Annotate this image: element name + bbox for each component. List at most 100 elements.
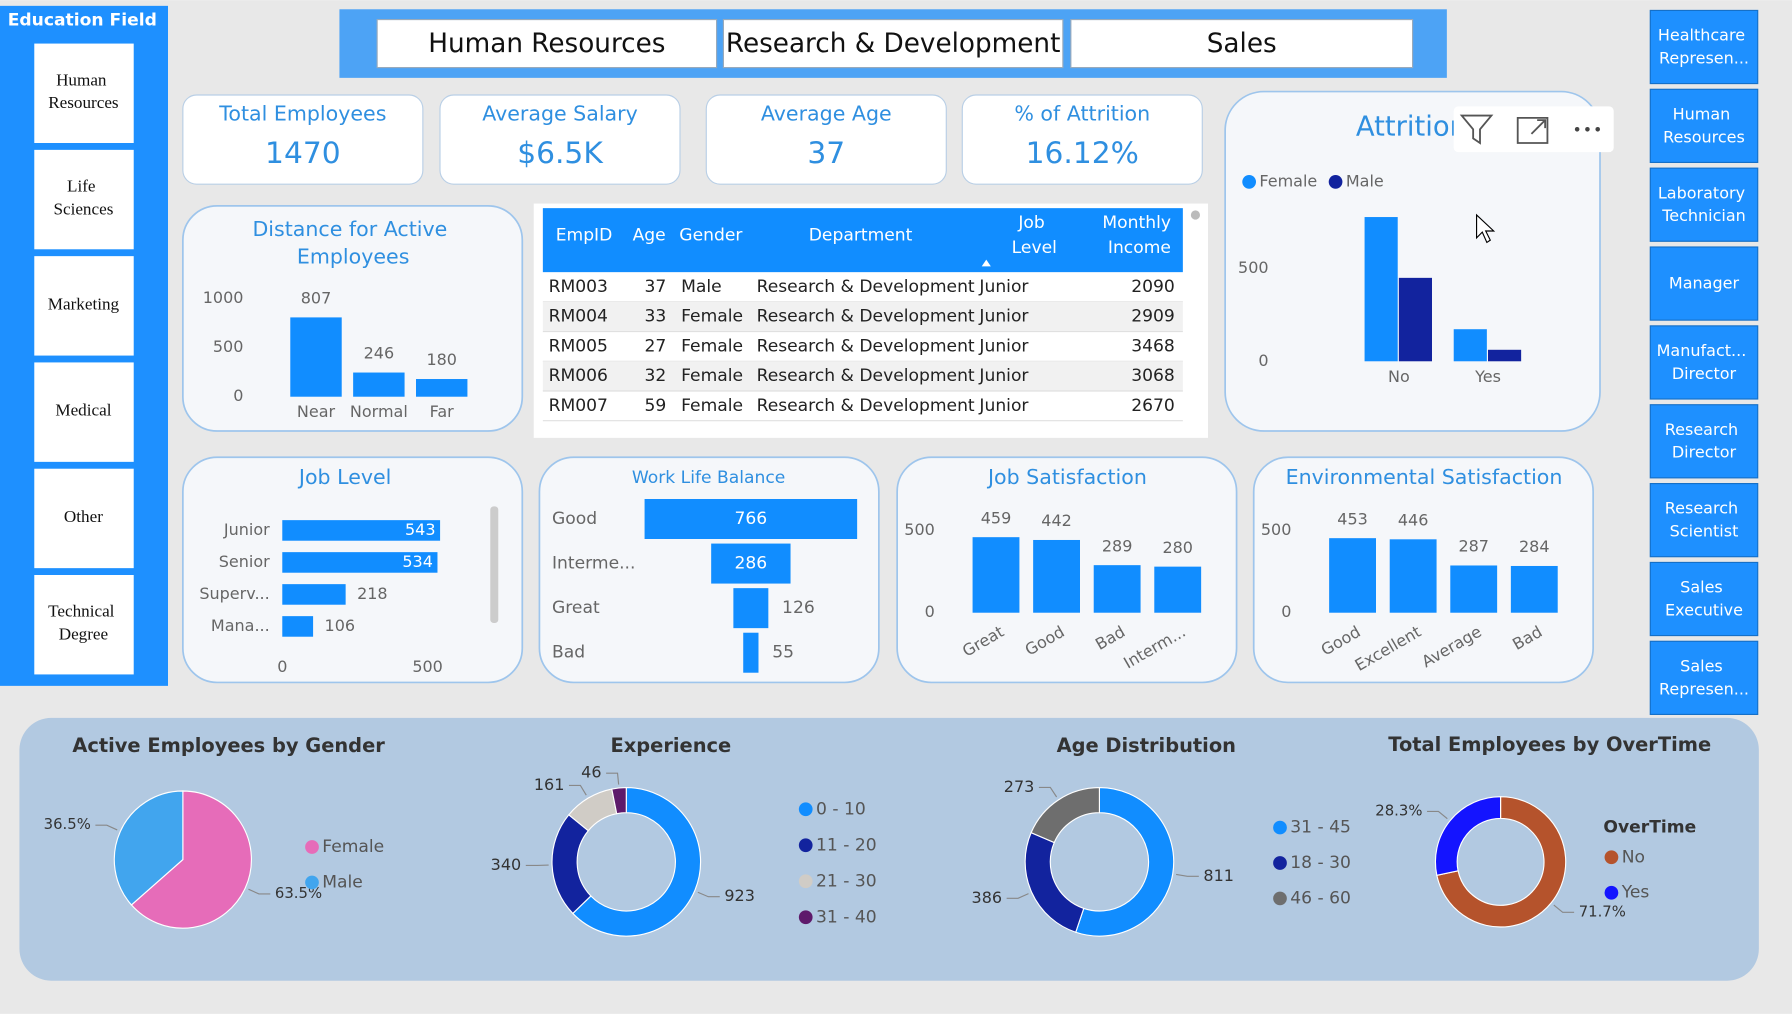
legend-label: 46 - 60 — [1290, 888, 1351, 908]
leader-line — [248, 888, 271, 895]
more-options-dot[interactable] — [1574, 127, 1580, 132]
job-role-button[interactable] — [1649, 167, 1759, 242]
job-role-button[interactable] — [1649, 404, 1759, 479]
visual-header — [1453, 106, 1614, 153]
legend-marker — [1604, 850, 1619, 865]
y-tick-label: 1000 — [203, 288, 244, 307]
y-tick-label: 0 — [233, 386, 243, 405]
job-role-label: Research Scientist — [1665, 498, 1743, 540]
table-cell: RM004 — [549, 307, 608, 327]
data-label: 36.5% — [44, 815, 91, 833]
slice — [1434, 796, 1502, 876]
slicer-item[interactable] — [34, 256, 134, 356]
data-label: 55 — [772, 643, 794, 663]
kpi-label: % of Attrition — [1014, 101, 1150, 125]
scrollbar — [490, 506, 499, 623]
sort-indicator — [981, 259, 991, 267]
data-label: 218 — [357, 584, 388, 603]
job-role-label: Research Director — [1665, 419, 1743, 461]
category-label: Bad — [552, 643, 585, 663]
focus-icon[interactable] — [1516, 116, 1549, 144]
legend-label: 18 - 30 — [1290, 853, 1351, 873]
slicer-item[interactable] — [34, 575, 134, 675]
slicer-item-label: Technical Degree — [48, 602, 119, 644]
y-tick-label: 0 — [925, 602, 935, 621]
slicer-item[interactable] — [34, 43, 134, 144]
data-label: 46 — [581, 763, 601, 782]
data-label: 811 — [1203, 866, 1234, 885]
data-label: 442 — [1041, 511, 1072, 530]
job-role-button[interactable] — [1649, 483, 1759, 558]
leader-line — [606, 772, 620, 785]
bar — [1389, 539, 1437, 613]
job-role-label: Manufact... Director — [1657, 341, 1752, 383]
data-label: 284 — [1519, 537, 1550, 556]
job-role-button[interactable] — [1649, 325, 1759, 400]
table-cell: Female — [681, 366, 743, 386]
slicer-item-label: Marketing — [48, 294, 120, 313]
table-cell: Research & Development — [757, 336, 975, 356]
bottom-panel — [19, 717, 1759, 981]
table-cell: Male — [681, 277, 722, 297]
department-tab[interactable] — [722, 18, 1064, 69]
department-tab[interactable] — [376, 18, 718, 69]
data-label: 106 — [325, 616, 356, 635]
data-label: 386 — [972, 888, 1003, 907]
leader-line — [1553, 904, 1575, 913]
category-label: Great — [552, 598, 600, 618]
table-cell: 2090 — [1131, 277, 1175, 297]
table-header — [542, 208, 1183, 273]
more-options-dot[interactable] — [1595, 127, 1600, 132]
job-role-button[interactable] — [1649, 640, 1759, 715]
bar — [282, 552, 438, 573]
leader-line — [95, 824, 118, 831]
job-role-label: Laboratory Technician — [1658, 183, 1750, 225]
slice — [1030, 786, 1100, 844]
bar — [1364, 217, 1398, 362]
department-tab[interactable] — [1070, 18, 1414, 69]
job-role-button[interactable] — [1649, 9, 1759, 85]
job-role-button[interactable] — [1649, 561, 1759, 637]
x-tick-label: 500 — [412, 657, 443, 676]
chart-card — [182, 205, 524, 432]
chart-title: Total Employees by OverTime — [1388, 733, 1711, 756]
more-options-dot[interactable] — [1585, 127, 1590, 132]
slicer-item-label: Human Resources — [48, 70, 119, 112]
data-label: 273 — [1004, 777, 1035, 796]
chart-title: Active Employees by Gender — [72, 734, 385, 757]
table-cell: Junior — [978, 336, 1029, 356]
chart-card — [1224, 90, 1601, 432]
legend-marker — [1273, 891, 1287, 906]
y-tick-label: Junior — [223, 520, 270, 539]
table-cell: 2670 — [1131, 396, 1175, 416]
slicer-item[interactable] — [34, 149, 134, 250]
table-cell: 37 — [644, 277, 666, 297]
legend-label: Female — [1259, 171, 1317, 190]
legend-label: 21 - 30 — [816, 871, 877, 891]
bar — [353, 372, 405, 397]
job-role-button[interactable] — [1649, 88, 1759, 163]
slicer-item[interactable] — [34, 468, 134, 569]
funnel-bar — [733, 588, 769, 629]
job-role-button[interactable] — [1649, 246, 1759, 321]
kpi-label: Average Age — [761, 101, 892, 125]
department-tab-label: Sales — [1207, 29, 1277, 59]
kpi-card — [182, 94, 424, 185]
table-cell: Female — [681, 336, 743, 356]
legend-marker — [1604, 885, 1619, 900]
slicer-item[interactable] — [34, 362, 134, 462]
slicer-item-label: Other — [64, 507, 103, 526]
table-cell: RM006 — [549, 366, 608, 386]
legend-marker — [305, 875, 319, 890]
data-label: 534 — [402, 552, 433, 571]
data-label: 807 — [301, 289, 332, 308]
table-header-cell: Gender — [679, 226, 743, 246]
filter-icon[interactable] — [1459, 114, 1494, 145]
bar — [1154, 566, 1202, 613]
slicer-title: Education Field — [8, 11, 157, 31]
kpi-card — [439, 94, 681, 185]
job-role-label: Sales Executive — [1665, 577, 1743, 619]
table-header-cell: Monthly Income — [1102, 213, 1176, 258]
legend-label: No — [1622, 847, 1645, 867]
